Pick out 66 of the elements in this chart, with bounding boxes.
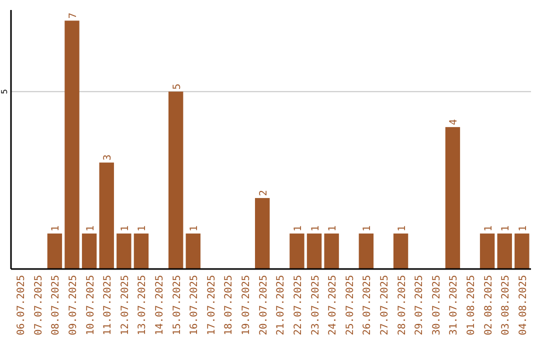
x-tick-label: 26.07.2025 — [362, 275, 374, 336]
bar — [254, 198, 270, 269]
data-label: 1 — [137, 225, 148, 232]
x-tick-label: 24.07.2025 — [328, 275, 339, 336]
x-tick-label: 03.08.2025 — [500, 275, 512, 336]
bar — [168, 92, 184, 269]
data-label: 1 — [518, 225, 529, 232]
x-tick-label: 25.07.2025 — [344, 275, 356, 336]
data-label: 1 — [483, 225, 494, 232]
bar — [82, 234, 97, 269]
bar — [497, 234, 512, 269]
x-tick-label: 02.08.2025 — [483, 275, 494, 336]
x-tick-label: 06.07.2025 — [16, 275, 28, 336]
x-tick-label: 31.07.2025 — [448, 275, 460, 336]
x-tick-label: 28.07.2025 — [396, 275, 408, 336]
data-label: 1 — [189, 225, 200, 232]
x-tick-label: 17.07.2025 — [206, 275, 218, 336]
x-tick-label: 12.07.2025 — [120, 275, 131, 336]
data-label: 1 — [328, 225, 339, 232]
x-tick-label: 09.07.2025 — [68, 275, 79, 336]
x-tick-label: 08.07.2025 — [50, 275, 62, 336]
bar — [358, 234, 374, 269]
bar — [116, 234, 132, 269]
x-tick-label: 22.07.2025 — [292, 275, 304, 336]
x-tick-label: 21.07.2025 — [276, 275, 287, 336]
bar — [393, 234, 408, 269]
bar — [290, 234, 304, 269]
bar — [480, 234, 495, 269]
x-tick-label: 23.07.2025 — [310, 275, 322, 336]
x-tick-label: 27.07.2025 — [379, 275, 390, 336]
bar — [134, 234, 149, 269]
x-tick-label: 14.07.2025 — [154, 275, 166, 336]
bar — [514, 234, 530, 269]
x-tick-label: 11.07.2025 — [102, 275, 114, 336]
x-tick-label: 13.07.2025 — [137, 275, 148, 336]
x-tick-label: 15.07.2025 — [172, 275, 183, 336]
x-tick-label: 07.07.2025 — [33, 275, 44, 336]
bar — [186, 234, 200, 269]
data-label: 2 — [258, 190, 270, 196]
x-tick-label: 04.08.2025 — [518, 275, 529, 336]
x-tick-label: 10.07.2025 — [85, 275, 96, 336]
data-label: 1 — [396, 225, 408, 232]
x-tick-label: 20.07.2025 — [258, 275, 270, 336]
data-label: 1 — [500, 225, 512, 232]
data-label: 3 — [102, 154, 114, 161]
data-label: 1 — [50, 225, 62, 232]
data-label: 1 — [85, 225, 96, 232]
data-label: 1 — [310, 225, 322, 232]
bar — [306, 234, 322, 269]
bar — [99, 162, 114, 269]
data-label: 5 — [172, 84, 183, 90]
bar — [324, 234, 339, 269]
bar — [445, 127, 460, 269]
x-tick-label: 19.07.2025 — [241, 275, 252, 336]
data-label: 1 — [120, 225, 131, 232]
data-label: 4 — [448, 119, 460, 126]
data-label: 1 — [292, 225, 304, 232]
data-label: 7 — [68, 12, 79, 19]
x-tick-label: 16.07.2025 — [189, 275, 200, 336]
data-label: 1 — [362, 225, 374, 232]
bar — [64, 20, 80, 269]
x-tick-label: 30.07.2025 — [431, 275, 442, 336]
x-tick-label: 01.08.2025 — [466, 275, 477, 336]
bar — [47, 234, 62, 269]
x-tick-label: 18.07.2025 — [224, 275, 235, 336]
x-tick-label: 29.07.2025 — [414, 275, 426, 336]
